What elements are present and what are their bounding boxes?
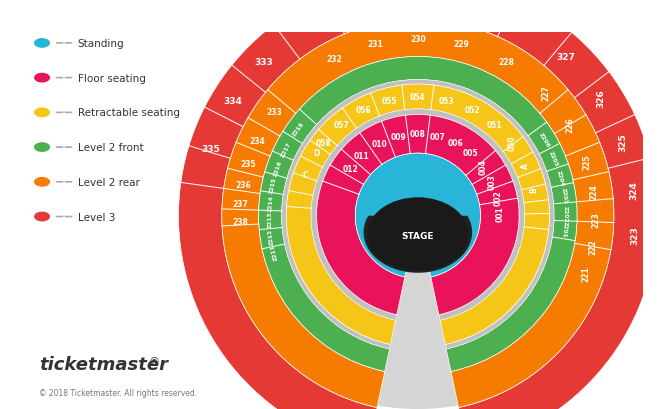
Text: 001: 001 <box>495 205 505 221</box>
Ellipse shape <box>367 198 468 271</box>
Text: 335: 335 <box>202 144 220 153</box>
Text: ticketmaster: ticketmaster <box>39 355 168 373</box>
Text: 010: 010 <box>371 139 387 148</box>
Text: 327: 327 <box>557 53 576 62</box>
Text: 236: 236 <box>235 181 251 190</box>
Wedge shape <box>311 110 525 320</box>
Text: Floor seating: Floor seating <box>78 74 145 83</box>
Text: Z204: Z204 <box>556 169 565 187</box>
Wedge shape <box>178 0 657 409</box>
Text: 008: 008 <box>410 130 425 139</box>
Text: 055: 055 <box>381 96 397 105</box>
Text: 052: 052 <box>464 106 480 115</box>
Text: 331: 331 <box>352 2 371 11</box>
Text: © 2018 Ticketmaster. All rights reserved.: © 2018 Ticketmaster. All rights reserved… <box>39 388 197 397</box>
Text: ®: ® <box>149 357 159 366</box>
Circle shape <box>34 143 50 153</box>
Text: 235: 235 <box>240 160 256 169</box>
Ellipse shape <box>206 23 630 409</box>
Text: Standing: Standing <box>78 39 125 49</box>
Text: 227: 227 <box>541 85 550 101</box>
Text: 230: 230 <box>410 34 425 43</box>
Text: 002: 002 <box>493 190 502 206</box>
Wedge shape <box>222 20 614 407</box>
Text: Z212: Z212 <box>268 228 275 245</box>
Text: 004: 004 <box>479 159 488 175</box>
Text: 222: 222 <box>588 239 597 255</box>
Text: 050: 050 <box>507 135 517 151</box>
Text: 053: 053 <box>439 96 454 105</box>
Text: 233: 233 <box>266 108 282 117</box>
Text: 057: 057 <box>334 121 349 130</box>
Text: Level 2 rear: Level 2 rear <box>78 178 140 187</box>
Text: 324: 324 <box>629 180 639 199</box>
Text: 224: 224 <box>590 184 598 199</box>
Text: Retractable seating: Retractable seating <box>78 108 180 118</box>
Text: 058: 058 <box>316 139 332 148</box>
Text: 056: 056 <box>356 106 372 115</box>
Text: 332: 332 <box>299 24 318 33</box>
Text: 238: 238 <box>232 218 249 227</box>
Text: Z203: Z203 <box>561 187 567 204</box>
Text: Z215: Z215 <box>269 177 277 194</box>
Text: 012: 012 <box>343 165 358 174</box>
Text: 225: 225 <box>582 154 592 169</box>
Text: 221: 221 <box>582 266 590 282</box>
Text: 323: 323 <box>630 226 639 245</box>
Wedge shape <box>362 161 473 216</box>
Text: C: C <box>303 171 309 180</box>
Circle shape <box>34 39 50 49</box>
Text: 326: 326 <box>596 88 605 107</box>
Text: 223: 223 <box>591 211 600 227</box>
Text: A: A <box>521 163 531 169</box>
Text: Z216: Z216 <box>273 160 283 177</box>
Text: 232: 232 <box>326 55 342 64</box>
Text: 051: 051 <box>486 121 502 130</box>
Circle shape <box>34 212 50 222</box>
Text: 328: 328 <box>517 24 536 33</box>
Text: 325: 325 <box>618 133 627 151</box>
Text: 003: 003 <box>488 174 496 189</box>
Wedge shape <box>286 85 549 345</box>
Text: D: D <box>314 148 320 157</box>
Text: 007: 007 <box>429 133 446 142</box>
Wedge shape <box>355 154 480 277</box>
Text: 329: 329 <box>465 2 484 11</box>
Text: 231: 231 <box>367 40 383 49</box>
Ellipse shape <box>364 192 472 273</box>
Text: Z214: Z214 <box>267 195 274 212</box>
Text: Z205: Z205 <box>548 150 559 167</box>
Wedge shape <box>259 57 577 371</box>
Text: 228: 228 <box>498 58 515 67</box>
Text: Level 2 front: Level 2 front <box>78 143 143 153</box>
Text: 229: 229 <box>453 40 469 49</box>
Text: Z201: Z201 <box>562 220 568 238</box>
Text: 006: 006 <box>447 139 463 148</box>
Text: Z218: Z218 <box>291 121 306 138</box>
Text: 334: 334 <box>224 97 243 106</box>
Text: 011: 011 <box>354 152 370 161</box>
Text: 009: 009 <box>390 133 406 142</box>
Text: B: B <box>529 187 539 192</box>
Text: 234: 234 <box>249 137 265 146</box>
Circle shape <box>34 108 50 118</box>
Text: 333: 333 <box>255 58 273 67</box>
Text: 005: 005 <box>463 149 478 158</box>
Circle shape <box>34 178 50 187</box>
Text: Z211: Z211 <box>270 243 279 261</box>
Text: 054: 054 <box>410 93 425 102</box>
Text: Z206: Z206 <box>538 132 551 148</box>
Text: STAGE: STAGE <box>401 232 434 241</box>
Text: Z202: Z202 <box>563 205 568 222</box>
Text: Z213: Z213 <box>267 210 273 227</box>
Text: 330: 330 <box>409 0 427 4</box>
Text: Level 3: Level 3 <box>78 212 115 222</box>
Wedge shape <box>317 115 519 315</box>
Text: 237: 237 <box>232 199 249 208</box>
Circle shape <box>34 74 50 83</box>
Text: Z217: Z217 <box>280 141 292 158</box>
Wedge shape <box>281 80 554 349</box>
Text: 226: 226 <box>565 117 575 133</box>
